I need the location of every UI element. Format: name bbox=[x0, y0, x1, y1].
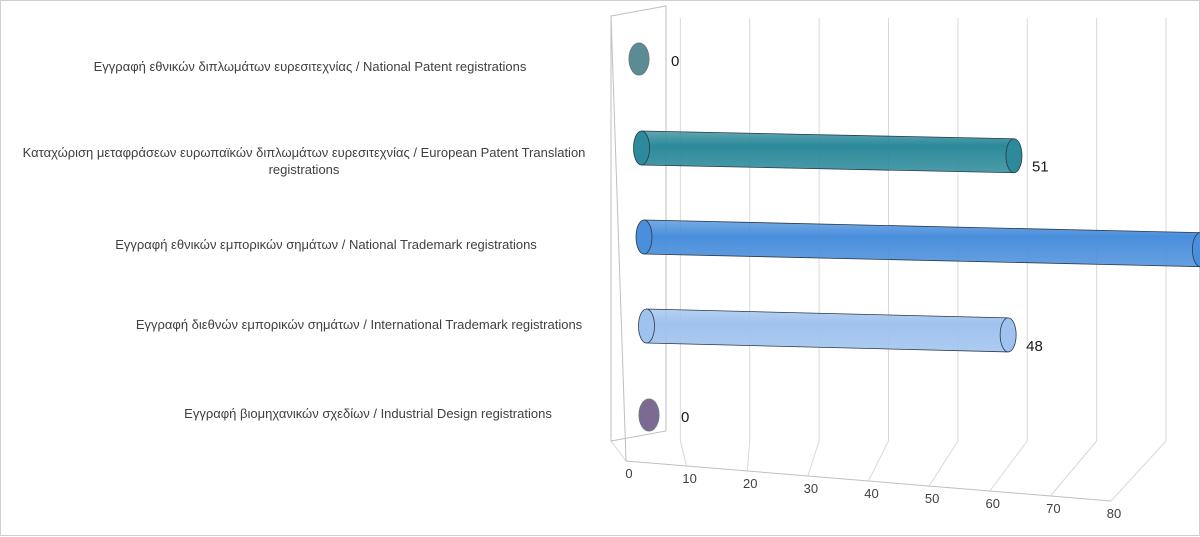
x-axis-ticks: 0 10 20 30 40 50 60 70 80 bbox=[625, 466, 1121, 521]
bar-end-cap bbox=[1005, 138, 1023, 174]
x-tick-label: 20 bbox=[743, 476, 757, 491]
floor-gridline bbox=[807, 440, 820, 477]
floor-gridline bbox=[989, 440, 1028, 492]
floor-gridline bbox=[1110, 440, 1167, 502]
category-label: Εγγραφή εθνικών εμπορικών σημάτων / Nati… bbox=[115, 237, 537, 252]
bar-start-cap bbox=[638, 308, 655, 344]
bar bbox=[638, 308, 1017, 353]
category-label: Εγγραφή βιομηχανικών σχεδίων / Industria… bbox=[184, 406, 552, 421]
x-tick-label: 10 bbox=[682, 471, 696, 486]
data-labels: 05175480 bbox=[671, 53, 1049, 426]
floor-gridline bbox=[679, 440, 688, 467]
side-wall bbox=[610, 5, 667, 442]
x-tick-label: 70 bbox=[1046, 501, 1060, 516]
floor-gridline bbox=[746, 440, 751, 472]
category-label: Καταχώριση μεταφράσεων ευρωπαϊκών διπλωμ… bbox=[22, 145, 586, 177]
bar bbox=[638, 398, 660, 432]
x-tick-label: 0 bbox=[625, 466, 632, 481]
bar-zero-cap bbox=[638, 398, 660, 432]
bar-body bbox=[646, 308, 1009, 353]
bars bbox=[628, 42, 1200, 432]
bar-start-cap bbox=[635, 219, 653, 255]
data-label: 48 bbox=[1026, 338, 1043, 355]
bar-start-cap bbox=[633, 130, 650, 166]
axis-line bbox=[610, 15, 1112, 502]
bar-zero-cap bbox=[628, 42, 650, 76]
x-tick-label: 80 bbox=[1107, 506, 1121, 521]
floor-gridline bbox=[610, 440, 627, 462]
bar-body bbox=[643, 219, 1200, 268]
floor-gridline bbox=[868, 440, 889, 482]
x-tick-label: 60 bbox=[986, 496, 1000, 511]
category-label: Εγγραφή εθνικών διπλωμάτων ευρεσιτεχνίας… bbox=[93, 59, 527, 74]
data-label: 0 bbox=[671, 53, 679, 70]
x-tick-label: 30 bbox=[804, 481, 818, 496]
bar bbox=[635, 219, 1200, 268]
data-label: 51 bbox=[1032, 159, 1049, 176]
floor-gridline bbox=[1049, 440, 1098, 497]
bar bbox=[633, 130, 1023, 174]
bar-body bbox=[641, 130, 1015, 174]
bar-end-cap bbox=[999, 317, 1017, 353]
x-tick-label: 40 bbox=[864, 486, 878, 501]
floor-gridline bbox=[928, 440, 959, 487]
category-label: Εγγραφή διεθνών εμπορικών σημάτων / Inte… bbox=[135, 317, 583, 332]
data-label: 0 bbox=[681, 409, 689, 426]
bar bbox=[628, 42, 650, 76]
x-tick-label: 50 bbox=[925, 491, 939, 506]
bar-end-cap bbox=[1192, 232, 1200, 268]
